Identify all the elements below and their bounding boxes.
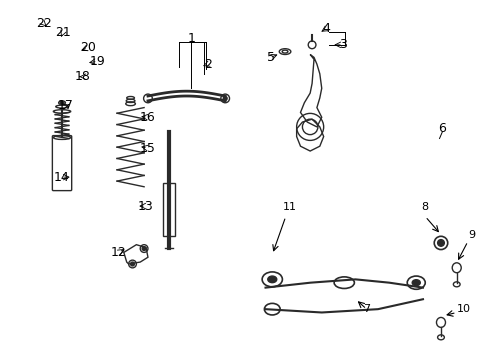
Text: 16: 16: [140, 111, 156, 124]
Text: 11: 11: [283, 202, 297, 212]
Text: 15: 15: [140, 141, 156, 155]
Text: 5: 5: [266, 51, 274, 64]
Ellipse shape: [437, 240, 444, 246]
Circle shape: [411, 280, 419, 285]
Text: 19: 19: [90, 55, 105, 68]
Bar: [163, 183, 175, 236]
Circle shape: [130, 262, 134, 266]
Circle shape: [267, 276, 276, 283]
Text: 6: 6: [438, 122, 446, 135]
Text: 4: 4: [322, 22, 330, 35]
Text: 1: 1: [187, 32, 195, 45]
Ellipse shape: [60, 102, 64, 104]
Text: 21: 21: [55, 26, 71, 39]
Text: 2: 2: [203, 58, 211, 71]
Circle shape: [142, 247, 146, 251]
Text: 22: 22: [36, 17, 51, 30]
Text: 8: 8: [421, 202, 428, 212]
Text: 13: 13: [138, 199, 154, 212]
Text: 18: 18: [74, 70, 90, 83]
Text: 3: 3: [338, 38, 346, 51]
Text: 9: 9: [467, 230, 474, 240]
Text: 12: 12: [111, 246, 126, 259]
Text: 14: 14: [53, 171, 69, 184]
Text: 7: 7: [363, 305, 369, 315]
Circle shape: [223, 96, 226, 100]
Text: 20: 20: [80, 41, 96, 54]
Text: 10: 10: [456, 305, 470, 315]
Text: 17: 17: [58, 99, 74, 112]
